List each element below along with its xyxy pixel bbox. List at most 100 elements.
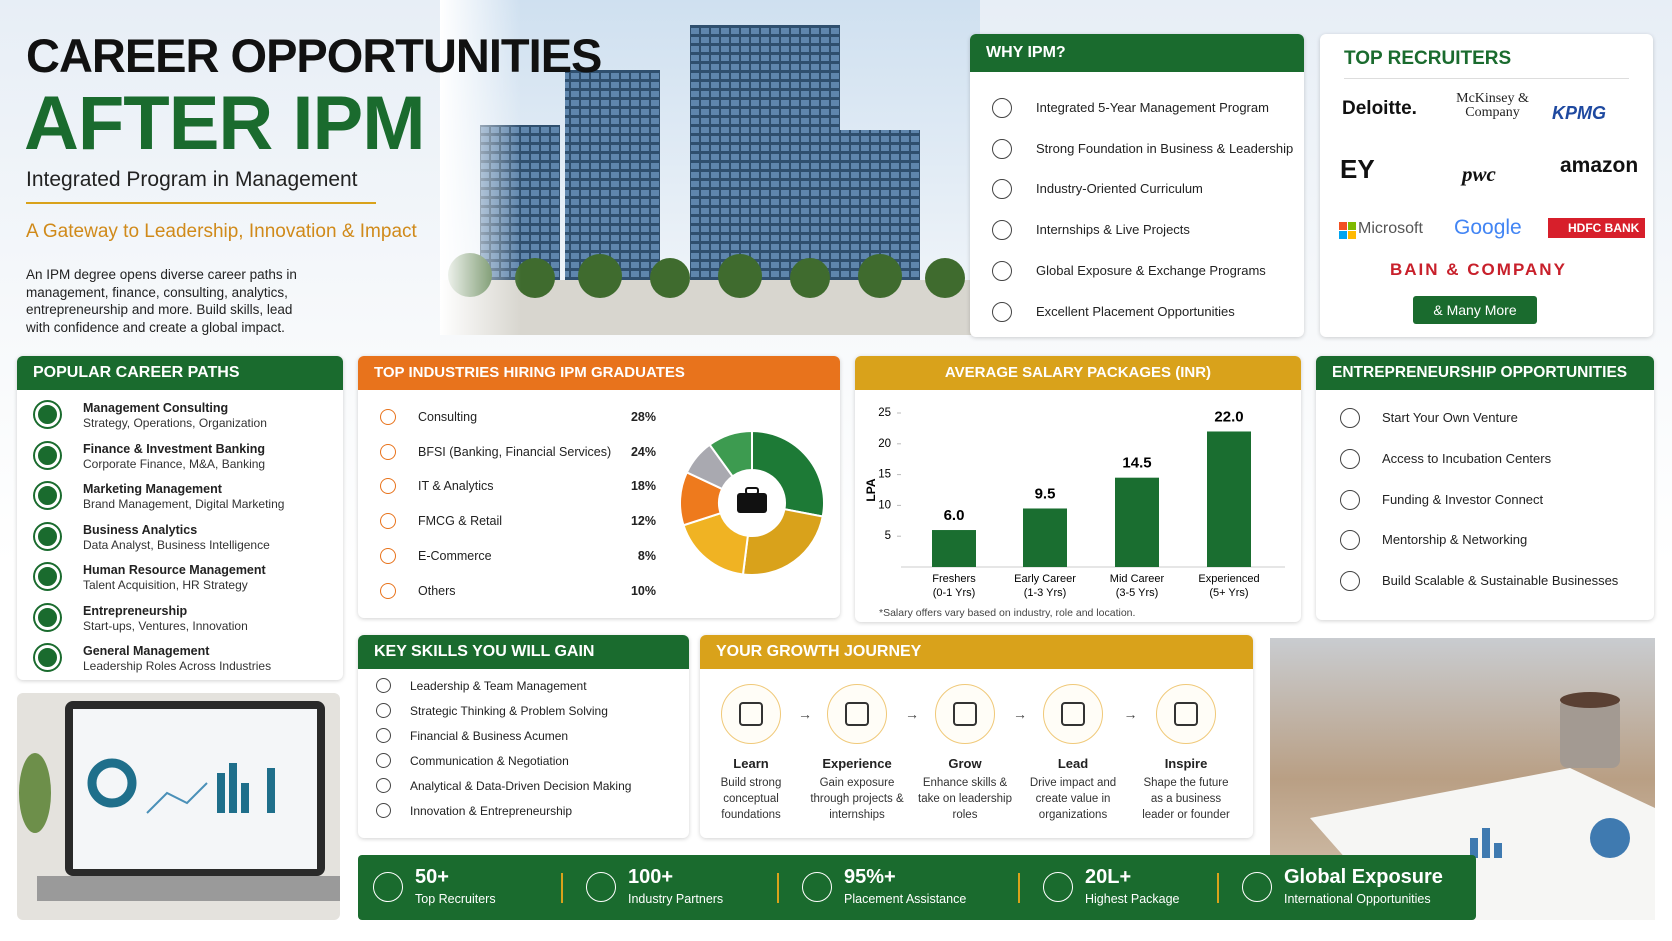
panel-header: WHY IPM? <box>970 34 1304 72</box>
skill-item: Leadership & Team Management <box>410 679 587 693</box>
industry-name: Consulting <box>418 410 478 424</box>
icon <box>1043 872 1073 902</box>
divider <box>1344 78 1629 79</box>
stat-label: Industry Partners <box>628 892 724 906</box>
recruiter-logo: Google <box>1454 216 1522 239</box>
recruiter-logo: BAIN & COMPANY <box>1390 260 1567 279</box>
icon <box>1340 408 1360 428</box>
icon <box>35 483 60 508</box>
step-arrow: → <box>905 706 919 722</box>
recruiter-logo: pwc <box>1462 162 1496 186</box>
panel-header: TOP INDUSTRIES HIRING IPM GRADUATES <box>358 356 840 390</box>
laptop-photo <box>17 693 340 920</box>
icon <box>380 513 396 530</box>
icon <box>35 604 60 630</box>
career-detail: Corporate Finance, M&A, Banking <box>83 456 266 471</box>
recruiter-logo: Microsoft <box>1358 220 1423 237</box>
step-icon <box>739 702 763 726</box>
career-name: Human Resource Management <box>83 563 266 577</box>
career-name: Marketing Management <box>83 482 222 496</box>
stat-value: 95%+ <box>844 866 896 888</box>
stat-label: International Opportunities <box>1284 892 1431 906</box>
stat-separator <box>777 873 779 903</box>
step-arrow: → <box>798 706 812 722</box>
step-arrow: → <box>1013 706 1027 722</box>
step-desc: Gain exposure through projects & interns… <box>810 777 904 821</box>
why-item: Global Exposure & Exchange Programs <box>1036 262 1266 278</box>
entrepreneurship-item: Funding & Investor Connect <box>1382 491 1544 507</box>
panel-header: KEY SKILLS YOU WILL GAIN <box>358 635 689 669</box>
growth-panel: YOUR GROWTH JOURNEY → Learn Build strong c… <box>700 635 1253 838</box>
career-paths-panel: POPULAR CAREER PATHS Management Consulti… <box>17 356 343 680</box>
recruiter-logo: Deloitte. <box>1342 98 1417 119</box>
icon <box>35 402 60 427</box>
panel-header: YOUR GROWTH JOURNEY <box>700 635 1253 669</box>
industry-name: IT & Analytics <box>418 479 494 494</box>
icon <box>376 678 391 693</box>
industry-value: 10% <box>630 583 656 598</box>
icon <box>586 872 616 902</box>
stat-value: 50+ <box>415 866 449 888</box>
entrepreneurship-item: Start Your Own Venture <box>1382 410 1518 425</box>
step-circle <box>1156 684 1216 744</box>
industry-value: 18% <box>630 479 656 494</box>
icon <box>992 179 1012 200</box>
career-name: Management Consulting <box>83 401 229 415</box>
skill-item: Strategic Thinking & Problem Solving <box>410 704 608 718</box>
skill-item: Communication & Negotiation <box>410 754 569 768</box>
career-detail: Talent Acquisition, HR Strategy <box>83 578 248 592</box>
step-icon <box>1061 702 1085 726</box>
entrepreneurship-item: Build Scalable & Sustainable Businesses <box>1382 573 1619 589</box>
career-detail: Start-ups, Ventures, Innovation <box>83 618 248 633</box>
step-circle <box>827 684 887 744</box>
recruiter-logo: McKinsey & Company <box>1456 91 1529 120</box>
title-line2: AFTER IPM <box>24 81 426 166</box>
step-title: Lead <box>1057 756 1089 771</box>
industry-name: E-Commerce <box>418 548 492 563</box>
step-title: Grow <box>948 756 982 771</box>
logo-square <box>1348 222 1356 230</box>
industry-value: 28% <box>630 410 656 424</box>
description: An IPM degree opens diverse career paths… <box>26 267 297 335</box>
industry-value: 12% <box>630 514 656 529</box>
tagline: A Gateway to Leadership, Innovation & Im… <box>26 221 417 242</box>
why-item: Strong Foundation in Business & Leadersh… <box>1036 140 1294 156</box>
icon <box>992 301 1012 322</box>
career-name: Business Analytics <box>83 522 198 537</box>
stat-value: 100+ <box>628 866 674 888</box>
industry-name: BFSI (Banking, Financial Services) <box>418 444 612 459</box>
icon <box>802 872 832 902</box>
step-desc: Drive impact and create value in organiz… <box>1029 777 1117 821</box>
industry-name: FMCG & Retail <box>418 514 503 529</box>
stat-separator <box>561 873 563 903</box>
icon <box>380 547 396 564</box>
why-item: Internships & Live Projects <box>1036 222 1190 238</box>
stat-label: Highest Package <box>1085 892 1180 906</box>
step-icon <box>953 702 977 726</box>
icon <box>380 582 396 599</box>
many-more-button[interactable]: & Many More <box>1413 296 1537 324</box>
career-detail: Data Analyst, Business Intelligence <box>83 537 270 552</box>
entrepreneurship-item: Mentorship & Networking <box>1382 532 1528 548</box>
panel-header: POPULAR CAREER PATHS <box>17 356 343 390</box>
icon <box>1340 489 1360 510</box>
panel-header: ENTREPRENEURSHIP OPPORTUNITIES <box>1316 356 1654 390</box>
icon <box>1340 448 1360 469</box>
recruiters-panel: TOP RECRUITERS & Many More Deloitte. McKi… <box>1320 34 1653 337</box>
icon <box>1340 530 1360 551</box>
title-line1: CAREER OPPORTUNITIES <box>26 29 602 82</box>
salary-panel: AVERAGE SALARY PACKAGES (INR) <box>855 356 1301 622</box>
icon <box>992 260 1012 281</box>
icon <box>35 442 60 468</box>
icon <box>35 645 60 670</box>
icon <box>1340 571 1360 592</box>
step-desc: Shape the future as a business leader or… <box>1142 777 1230 821</box>
career-detail: Strategy, Operations, Organization <box>83 416 267 430</box>
skill-item: Analytical & Data-Driven Decision Making <box>410 779 632 793</box>
logo-square <box>1348 231 1356 239</box>
icon <box>992 220 1012 241</box>
career-detail: Brand Management, Digital Marketing <box>83 497 285 511</box>
icon <box>1242 872 1272 902</box>
logo-square <box>1339 222 1347 230</box>
panel-header: TOP RECRUITERS <box>1344 48 1512 69</box>
